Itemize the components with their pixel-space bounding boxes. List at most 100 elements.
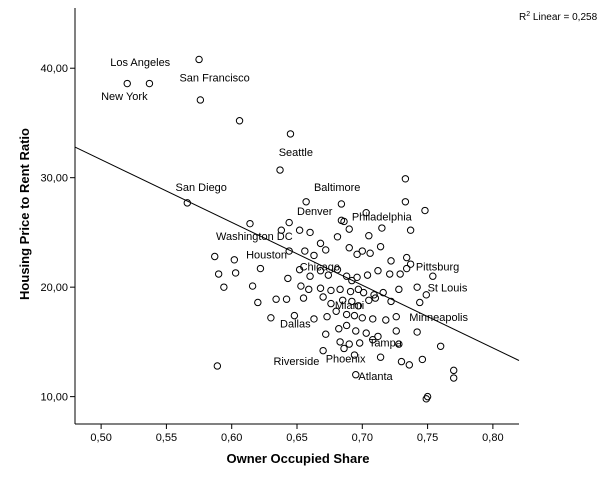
data-point [256, 264, 265, 273]
data-point [272, 295, 280, 303]
data-point [353, 273, 361, 282]
data-point [382, 316, 390, 324]
data-point [355, 339, 364, 347]
data-point [376, 242, 385, 251]
data-point [369, 336, 377, 344]
point-label: Phoenix [326, 354, 366, 366]
data-point [335, 325, 343, 333]
data-point [386, 270, 394, 278]
data-point [336, 338, 344, 346]
point-label: Miami [335, 300, 364, 312]
data-point [285, 218, 293, 227]
data-point [254, 298, 262, 307]
data-point [359, 288, 368, 297]
plot-area: 0,50 0,55 0,60 0,65 0,70 0,75 0,80 10,00 20,00 30… [40, 8, 520, 444]
data-point [406, 260, 415, 268]
point-label: New York [101, 91, 148, 103]
linear-fit-line [74, 146, 520, 361]
point-label: Houston [246, 250, 287, 262]
y-tick-label: 30,00 [40, 173, 68, 185]
x-tick-label: 0,60 [221, 432, 242, 444]
x-tick-label: 0,55 [156, 432, 177, 444]
data-point [248, 282, 257, 290]
data-point [421, 206, 429, 215]
data-point [401, 175, 410, 183]
data-point [416, 298, 424, 307]
x-tick-label: 0,65 [286, 432, 307, 444]
data-point [295, 265, 304, 274]
data-point [418, 355, 427, 364]
data-point [392, 327, 400, 335]
data-point [397, 357, 406, 366]
data-point [392, 313, 400, 321]
data-point [350, 311, 359, 320]
data-point [348, 297, 356, 306]
data-point [285, 247, 293, 255]
data-point [231, 269, 240, 277]
data-point [282, 295, 291, 303]
data-point [358, 314, 366, 322]
data-point [196, 96, 205, 104]
point-label: Philadelphia [352, 211, 413, 223]
data-point [422, 291, 430, 299]
data-point [374, 332, 382, 341]
point-label: Chicago [300, 262, 340, 274]
data-point [402, 253, 411, 262]
data-point [319, 346, 327, 355]
data-point [345, 225, 353, 233]
data-point [145, 79, 154, 88]
data-point [310, 315, 318, 323]
x-axis-title: Owner Occupied Share [226, 451, 369, 466]
data-point [366, 249, 374, 257]
data-point [395, 285, 403, 294]
data-point [327, 299, 335, 308]
x-tick-label: 0,70 [352, 432, 373, 444]
data-point [348, 276, 356, 285]
data-point [316, 267, 325, 275]
data-point [340, 217, 348, 226]
data-point [230, 256, 239, 264]
data-point [332, 307, 340, 315]
data-point [365, 296, 373, 304]
point-label: Tampa [369, 337, 403, 349]
data-point [297, 282, 305, 290]
data-point [387, 257, 395, 265]
data-point [316, 284, 325, 292]
x-tick-label: 0,50 [90, 432, 111, 444]
data-point [301, 247, 309, 255]
data-point [284, 274, 292, 283]
data-point [413, 283, 421, 291]
point-label: Dallas [280, 319, 311, 331]
data-point [436, 342, 445, 350]
y-tick-label: 20,00 [40, 282, 68, 294]
data-point [316, 239, 325, 248]
point-label: Riverside [273, 356, 319, 368]
data-point [342, 272, 351, 280]
data-point [235, 117, 244, 125]
point-label: St Louis [428, 283, 468, 295]
data-point [354, 302, 363, 310]
x-tick-label: 0,75 [417, 432, 438, 444]
data-point [350, 351, 359, 359]
data-point [422, 395, 430, 403]
data-point [327, 286, 335, 295]
y-tick-label: 10,00 [40, 392, 68, 404]
data-point [363, 271, 372, 279]
data-point [213, 362, 222, 370]
data-point [340, 344, 348, 353]
data-point [195, 55, 203, 64]
data-point [246, 219, 254, 228]
data-point [123, 79, 131, 88]
data-point [323, 313, 331, 321]
data-point [450, 366, 458, 375]
data-point [376, 353, 385, 361]
point-label: Minneapolis [409, 312, 468, 324]
data-point [342, 310, 351, 319]
data-point [319, 293, 327, 301]
data-point [370, 291, 378, 299]
point-label: Washington DC [216, 231, 293, 243]
data-point [402, 264, 411, 273]
data-point [290, 311, 299, 320]
data-point [333, 265, 342, 274]
x-tick-label: 0,80 [482, 432, 503, 444]
